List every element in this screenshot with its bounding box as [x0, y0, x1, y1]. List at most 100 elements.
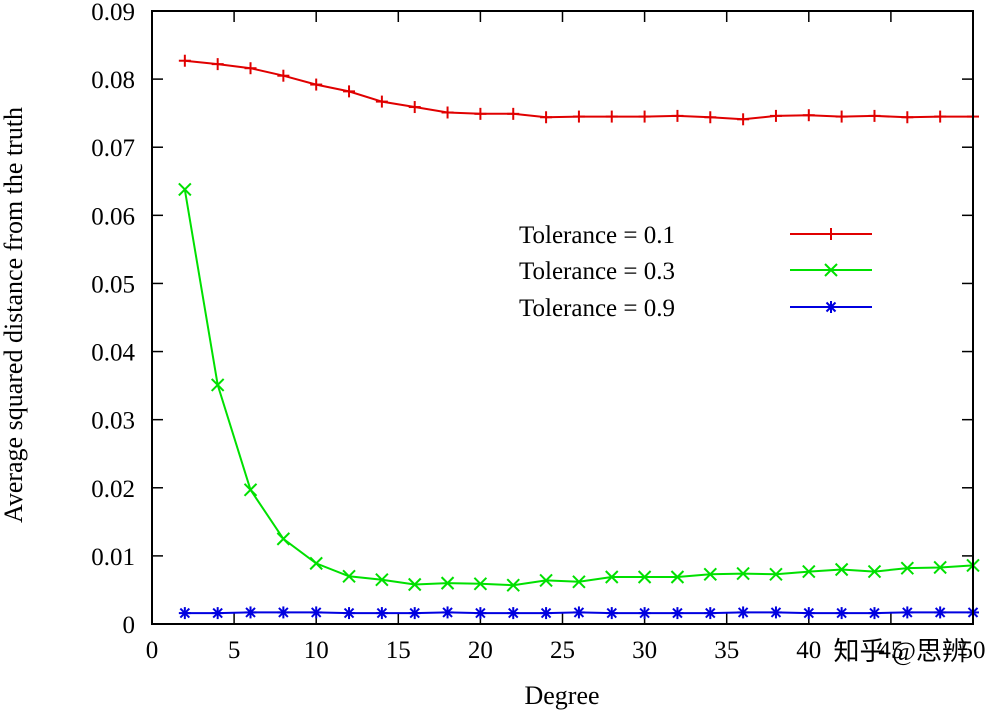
- data-point-s0-16: [704, 111, 717, 124]
- data-point-s0-22: [901, 111, 914, 124]
- data-point-s0-11: [540, 111, 553, 124]
- data-point-s1-3: [276, 532, 291, 546]
- data-point-s2-4: [310, 606, 323, 619]
- x-tick-label-4: 20: [468, 637, 493, 664]
- data-point-s1-18: [769, 567, 783, 581]
- data-point-s1-1: [210, 378, 225, 392]
- data-point-s2-19: [802, 607, 815, 620]
- legend-label-1: Tolerance = 0.3: [519, 258, 675, 285]
- legend: Tolerance = 0.1 Tolerance = 0.3 Toleranc…: [519, 222, 872, 322]
- data-point-s2-6: [375, 607, 388, 620]
- data-point-s2-13: [605, 607, 618, 620]
- y-tick-label-6: 0.06: [91, 203, 135, 230]
- data-point-s1-15: [670, 570, 685, 584]
- data-point-s0-20: [835, 110, 848, 123]
- data-point-s1-16: [703, 567, 717, 581]
- data-point-s0-21: [868, 109, 881, 122]
- x-tick-label-8: 40: [796, 637, 821, 664]
- plot-frame: [151, 10, 974, 625]
- data-point-s2-23: [934, 606, 947, 619]
- x-tick-label-10: 50: [961, 637, 986, 664]
- data-point-s2-8: [441, 606, 454, 619]
- data-point-s1-0: [178, 182, 192, 197]
- x-tick-label-3: 15: [386, 637, 411, 664]
- data-point-s1-8: [440, 576, 455, 590]
- data-point-s1-19: [802, 564, 816, 579]
- y-tick-label-4: 0.04: [91, 340, 135, 367]
- y-tick-label-7: 0.07: [91, 135, 135, 162]
- data-point-s2-12: [572, 606, 585, 619]
- series-line-0: [184, 59, 973, 121]
- data-point-s1-14: [637, 570, 652, 584]
- data-point-s0-4: [310, 78, 323, 91]
- x-tick-label-9: 45: [878, 637, 903, 664]
- data-point-s0-14: [638, 110, 651, 123]
- data-point-s0-13: [605, 110, 618, 123]
- data-point-s2-17: [737, 606, 750, 619]
- data-point-s1-13: [605, 570, 619, 584]
- data-point-s1-23: [933, 560, 947, 575]
- y-tick-label-0: 0: [123, 612, 136, 639]
- data-point-s0-3: [277, 69, 290, 82]
- data-point-s1-10: [506, 578, 520, 592]
- data-point-s0-10: [507, 107, 520, 120]
- legend-swatch-marker-2: [825, 301, 837, 313]
- data-point-s0-1: [211, 58, 224, 71]
- data-point-s2-3: [277, 606, 290, 619]
- y-tick-label-2: 0.02: [91, 476, 135, 503]
- data-point-s2-20: [835, 607, 848, 620]
- data-point-s0-2: [244, 62, 257, 75]
- tick-labels: 0 5 10 15 20 25 30 35 40 45 50 0 0.01 0.02 0.03 0.04 0.0…: [91, 0, 985, 664]
- data-point-s1-5: [342, 569, 356, 584]
- legend-label-2: Tolerance = 0.9: [519, 295, 675, 322]
- data-point-s1-11: [539, 573, 553, 588]
- data-point-s1-17: [736, 566, 750, 581]
- data-point-s2-1: [211, 607, 224, 620]
- data-point-s0-17: [737, 113, 750, 126]
- data-point-s0-7: [408, 101, 421, 114]
- x-axis-label: Degree: [524, 681, 599, 710]
- x-tick-label-7: 35: [714, 637, 739, 664]
- y-tick-label-8: 0.08: [91, 67, 135, 94]
- data-point-s2-2: [244, 606, 257, 619]
- data-point-s1-22: [900, 561, 915, 575]
- data-point-s1-20: [834, 562, 849, 577]
- legend-label-0: Tolerance = 0.1: [519, 222, 675, 249]
- data-point-s0-15: [671, 109, 684, 122]
- y-tick-label-3: 0.03: [91, 408, 135, 435]
- data-point-s0-12: [572, 110, 585, 123]
- data-point-s2-0: [178, 607, 191, 620]
- watermark-text: 知乎 @思辨: [834, 637, 968, 666]
- data-point-s1-21: [867, 564, 882, 579]
- y-tick-label-5: 0.05: [91, 271, 135, 298]
- data-point-s1-2: [243, 483, 258, 497]
- legend-swatches: [790, 228, 872, 313]
- data-point-s0-9: [474, 107, 487, 120]
- x-tick-label-1: 5: [228, 637, 241, 664]
- series-lines: [183, 59, 974, 615]
- data-point-s0-0: [178, 54, 191, 67]
- data-point-s2-7: [408, 607, 421, 620]
- data-point-s2-11: [540, 607, 553, 620]
- x-tick-label-2: 10: [304, 637, 329, 664]
- data-point-s1-7: [408, 577, 422, 592]
- data-point-s2-21: [868, 607, 881, 620]
- data-point-s0-18: [769, 109, 782, 122]
- x-tick-label-6: 30: [632, 637, 657, 664]
- x-tick-label-5: 25: [550, 637, 575, 664]
- data-point-s2-15: [671, 607, 684, 620]
- legend-swatch-marker-1: [824, 263, 838, 277]
- data-point-s2-16: [704, 607, 717, 620]
- legend-swatch-marker-0: [825, 228, 837, 240]
- series-markers: [178, 54, 980, 620]
- data-point-s0-6: [375, 95, 388, 108]
- data-point-s1-9: [473, 577, 488, 591]
- data-point-s2-9: [474, 607, 487, 620]
- data-point-s2-22: [901, 606, 914, 619]
- x-tick-label-0: 0: [146, 637, 159, 664]
- data-point-s0-19: [802, 109, 815, 122]
- data-point-s1-12: [572, 575, 586, 589]
- data-point-s0-5: [343, 85, 356, 98]
- y-axis-label: Average squared distance from the truth: [0, 107, 28, 523]
